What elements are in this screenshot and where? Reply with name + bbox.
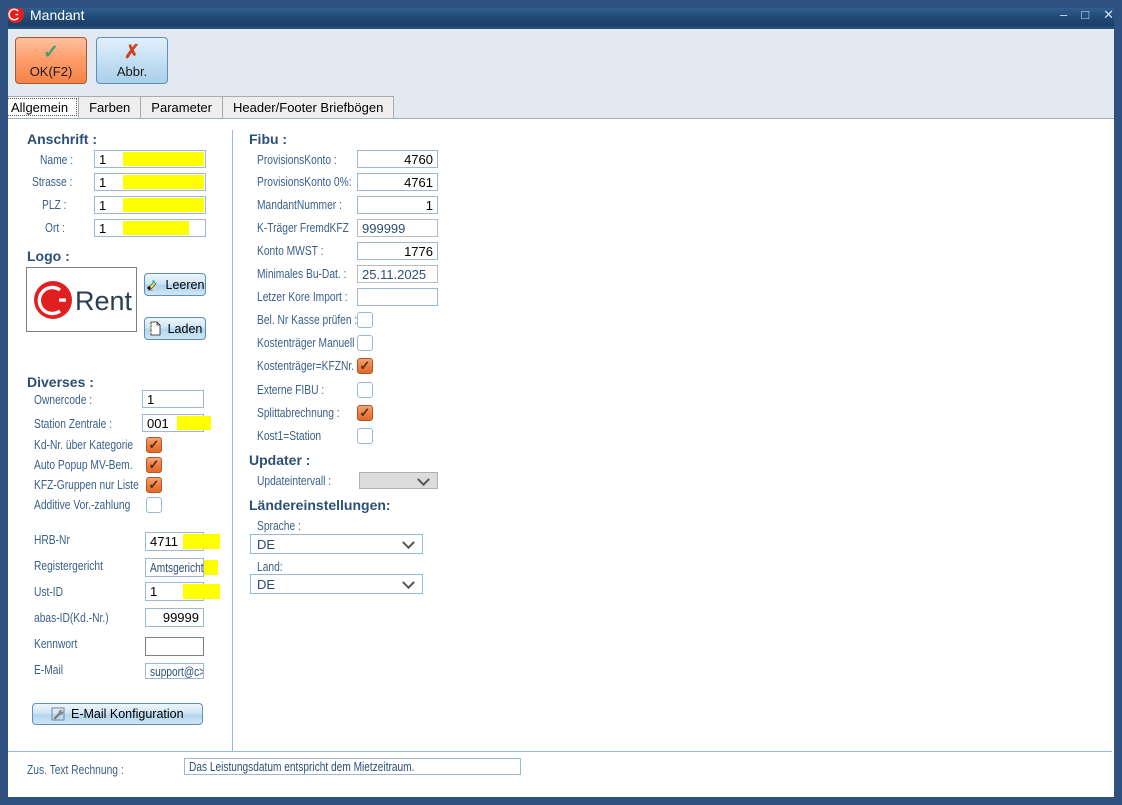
svg-text:Rent: Rent — [75, 286, 133, 316]
